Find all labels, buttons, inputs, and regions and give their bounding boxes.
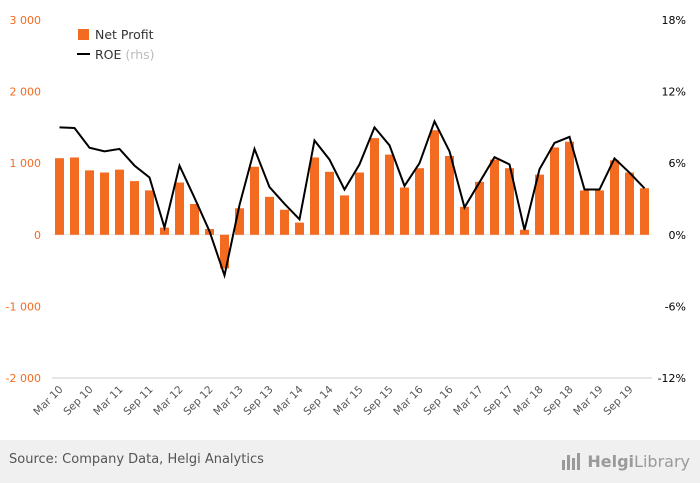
- net-profit-bar: [55, 158, 64, 235]
- x-axis-tick-label: Mar 18: [511, 384, 545, 418]
- net-profit-bar: [430, 130, 439, 235]
- x-axis-tick-label: Mar 17: [451, 384, 485, 418]
- x-axis-tick-label: Mar 11: [91, 384, 125, 418]
- net-profit-bar: [400, 187, 409, 235]
- net-profit-bar: [85, 170, 94, 235]
- x-axis-tick-label: Mar 13: [211, 384, 245, 418]
- x-axis-tick-label: Sep 14: [301, 383, 336, 418]
- net-profit-bar: [175, 182, 184, 235]
- net-profit-bar: [475, 181, 484, 235]
- legend-net-profit-swatch: [78, 29, 89, 40]
- net-profit-bar: [505, 168, 514, 235]
- x-axis-tick-label: Mar 10: [31, 384, 65, 418]
- x-axis-tick-label: Sep 10: [61, 384, 95, 418]
- net-profit-bar: [70, 157, 79, 235]
- net-profit-bar: [580, 190, 589, 235]
- legend-roe-suffix: (rhs): [125, 47, 154, 62]
- x-axis-tick-label: Sep 17: [481, 384, 515, 418]
- net-profit-bar: [625, 172, 634, 235]
- net-profit-bar: [445, 156, 454, 235]
- net-profit-bar: [535, 174, 544, 235]
- net-profit-bar: [250, 166, 259, 235]
- footer: Source: Company Data, Helgi Analytics He…: [0, 440, 700, 483]
- bar-chart-icon: [562, 453, 581, 470]
- net-profit-bar: [100, 172, 109, 235]
- x-axis-tick-label: Mar 15: [331, 384, 365, 418]
- right-axis-tick-label: -12%: [658, 372, 686, 385]
- net-profit-bar: [355, 172, 364, 235]
- x-axis-tick-label: Mar 19: [571, 384, 605, 418]
- legend-net-profit-label: Net Profit: [95, 27, 154, 42]
- net-profit-bar: [415, 168, 424, 235]
- roe-line: [59, 118, 646, 280]
- net-profit-bar: [160, 227, 169, 235]
- helgi-library-logo[interactable]: HelgiLibrary: [561, 449, 690, 473]
- x-axis-tick-label: Sep 16: [421, 383, 456, 418]
- chart-area: 3 000 2 000 1 000 0 -1 000 -2 000 18% 12% 6% 0% -…: [6, 14, 686, 418]
- net-profit-bar: [610, 160, 619, 235]
- net-profit-bar: [565, 141, 574, 235]
- right-axis-tick-label: 18%: [662, 14, 686, 27]
- right-axis-tick-label: -6%: [665, 300, 686, 313]
- left-axis-tick-label: 2 000: [10, 86, 42, 99]
- net-profit-bar: [370, 138, 379, 235]
- x-axis-tick-label: Mar 12: [151, 384, 185, 418]
- net-profit-bar: [235, 208, 244, 235]
- right-axis-tick-label: 6%: [669, 157, 686, 170]
- x-axis-tick-label: Sep 18: [541, 384, 575, 418]
- x-axis-tick-label: Sep 15: [361, 384, 395, 418]
- net-profit-bar: [265, 196, 274, 235]
- right-axis-tick-label: 0%: [669, 229, 686, 242]
- net-profit-bar: [310, 157, 319, 235]
- net-profit-bar: [115, 169, 124, 235]
- net-profit-bar: [220, 234, 229, 269]
- x-axis-tick-label: Sep 11: [121, 384, 155, 418]
- right-axis-ticks: 18% 12% 6% 0% -6% -12%: [658, 14, 686, 385]
- net-profit-bar: [460, 206, 469, 235]
- net-profit-bar: [520, 229, 529, 235]
- net-profit-bar: [190, 204, 199, 235]
- net-profit-bar: [295, 222, 304, 235]
- x-axis-tick-label: Sep 13: [241, 384, 275, 418]
- net-profit-bar: [385, 154, 394, 235]
- left-axis-tick-label: 1 000: [10, 157, 42, 170]
- right-axis-tick-label: 12%: [662, 86, 686, 99]
- left-axis-tick-label: -2 000: [6, 372, 41, 385]
- net-profit-bar: [145, 190, 154, 235]
- legend-roe-name: ROE: [95, 47, 122, 62]
- net-profit-bar: [130, 181, 139, 235]
- net-profit-bar: [325, 171, 334, 235]
- left-axis-tick-label: -1 000: [6, 300, 41, 313]
- net-profit-bar: [490, 159, 499, 235]
- x-axis-tick-label: Mar 16: [391, 383, 426, 418]
- legend-roe-label: ROE (rhs): [95, 47, 155, 62]
- x-axis-tick-label: Mar 14: [271, 383, 306, 418]
- logo-text: HelgiLibrary: [587, 451, 690, 471]
- left-axis-tick-label: 0: [34, 229, 41, 242]
- left-axis-ticks: 3 000 2 000 1 000 0 -1 000 -2 000: [6, 14, 41, 385]
- left-axis-tick-label: 3 000: [10, 14, 42, 27]
- net-profit-bar: [280, 209, 289, 235]
- net-profit-bar: [340, 195, 349, 235]
- net-profit-bar: [595, 190, 604, 235]
- x-axis-tick-label: Sep 12: [181, 384, 215, 418]
- legend: Net Profit ROE (rhs): [77, 27, 155, 62]
- net-profit-bar: [550, 147, 559, 235]
- net-profit-bars: [55, 130, 649, 269]
- x-axis-tick-label: Sep 19: [601, 384, 635, 418]
- source-text: Source: Company Data, Helgi Analytics: [9, 452, 264, 467]
- net-profit-bar: [640, 188, 649, 235]
